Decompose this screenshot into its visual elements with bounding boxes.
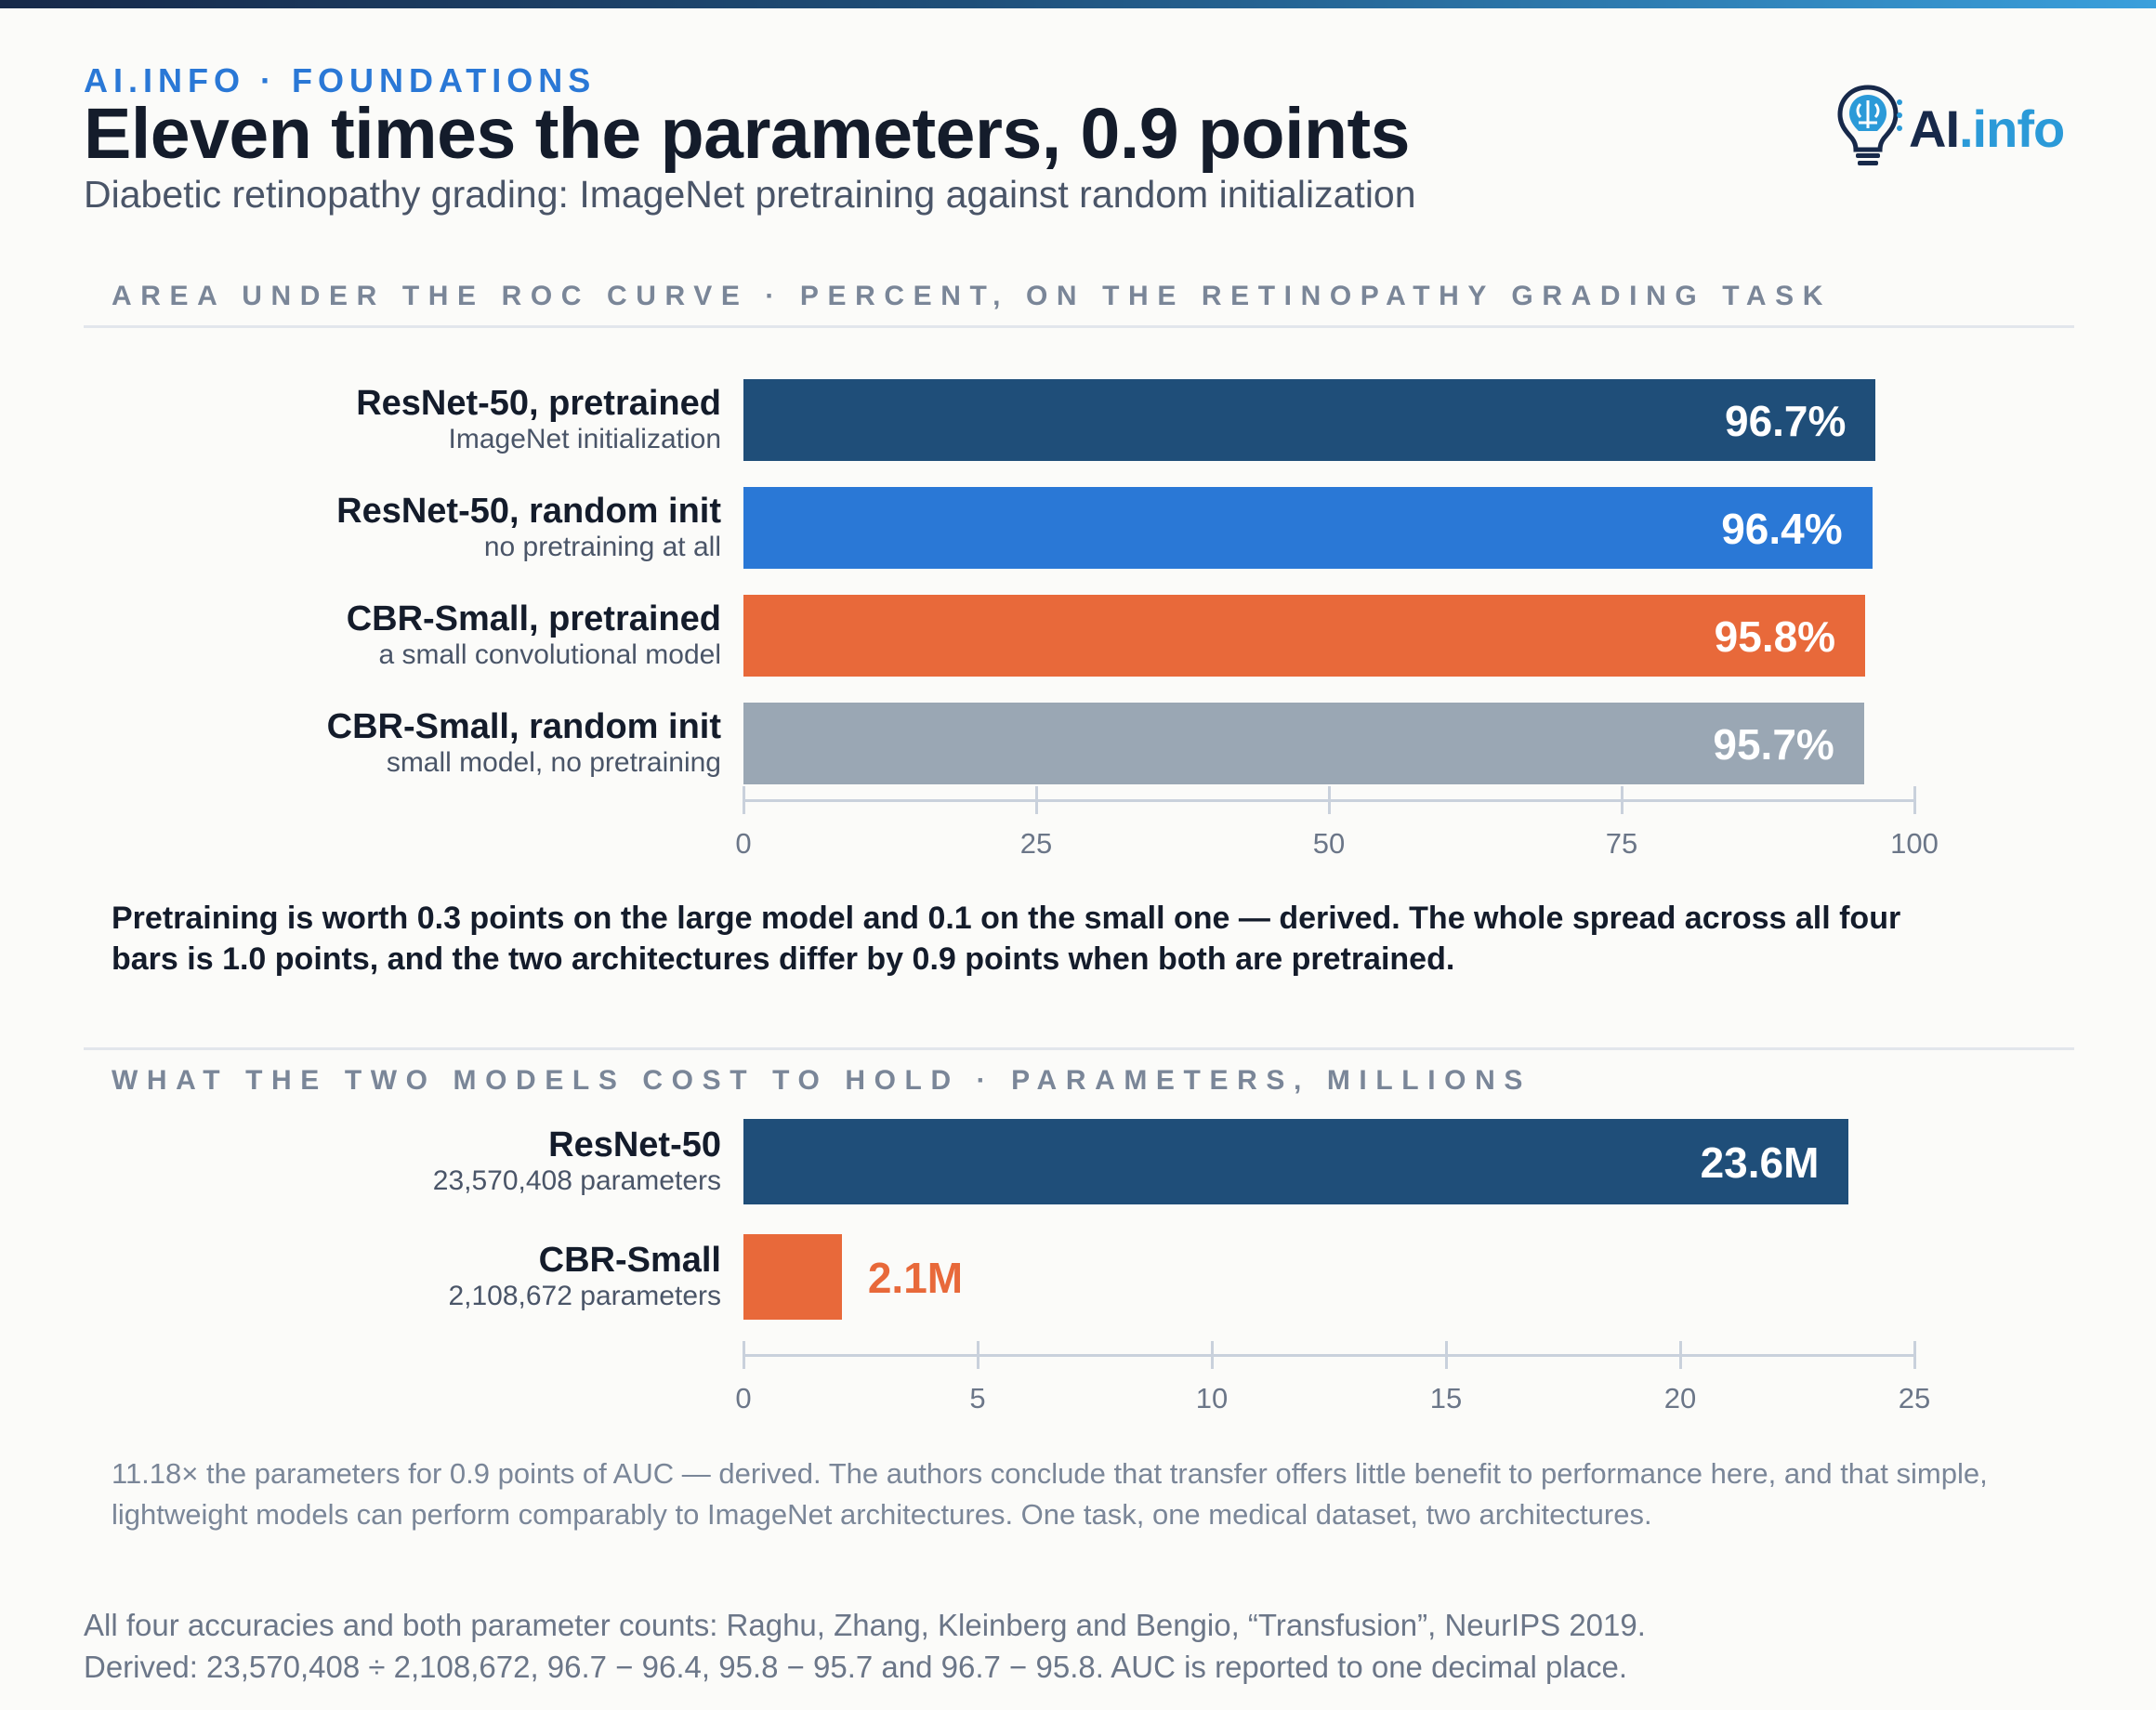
x-axis-tick-label: 15 [1429,1382,1463,1414]
bar [743,703,1864,784]
params-chart-title: WHAT THE TWO MODELS COST TO HOLD · PARAM… [112,1065,1532,1096]
x-axis-tick [977,1341,979,1369]
bar-sublabel: a small convolutional model [378,639,721,670]
page-subtitle: Diabetic retinopathy grading: ImageNet p… [84,173,1416,216]
bar-sublabel: small model, no pretraining [386,747,721,778]
takeaway-text: Pretraining is worth 0.3 points on the l… [112,901,1901,977]
bar-label: ResNet-50, random init no pretraining at … [336,491,721,563]
bar-category: CBR-Small, random init [326,707,721,746]
top-accent-bar [0,0,2156,8]
bar [743,1234,842,1320]
x-axis-tick [1621,786,1624,814]
bar-value-label: 96.4% [1721,505,1843,553]
x-axis-tick-label: 75 [1605,827,1638,860]
bar-category: CBR-Small, pretrained [346,599,721,638]
ai-info-logo: AI.info [1833,82,2074,171]
bar-sublabel: 2,108,672 parameters [448,1281,721,1311]
bar-value-label: 96.7% [1724,397,1847,445]
x-axis-tick [743,786,745,814]
x-axis-tick-label: 100 [1890,827,1939,860]
auc-chart-title: AREA UNDER THE ROC CURVE · PERCENT, ON T… [112,281,1833,311]
x-axis-tick-label: 5 [969,1382,986,1414]
x-axis-tick-label: 10 [1195,1382,1229,1414]
logo-text-ai: AI [1909,99,1960,158]
bar [743,595,1866,677]
bar-category: ResNet-50, random init [336,492,721,531]
bar-value-label: 95.7% [1713,720,1834,769]
source-citation: All four accuracies and both parameter c… [84,1604,2035,1688]
bar-value-label: 2.1M [867,1254,964,1302]
bar-value-label: 23.6M [1700,1138,1820,1187]
bar [743,487,1873,569]
x-axis [743,1354,1914,1357]
bar-sublabel: 23,570,408 parameters [432,1165,721,1196]
source-line-1: All four accuracies and both parameter c… [84,1608,1646,1642]
bar [743,1119,1849,1204]
footnote-text: 11.18× the parameters for 0.9 points of … [112,1457,1988,1531]
bar-sublabel: ImageNet initialization [448,424,721,454]
lightbulb-brain-icon [1837,85,1902,165]
x-axis-tick [1035,786,1038,814]
x-axis-tick-label: 25 [1898,1382,1931,1414]
bar-category: CBR-Small [538,1241,721,1280]
bar-label: ResNet-50 23,570,408 parameters [433,1125,721,1197]
x-axis-tick [1211,1341,1214,1369]
section-divider [84,1047,2074,1050]
logo-text-info: .info [1959,99,2065,158]
x-axis-tick [1328,786,1331,814]
bar-sublabel: no pretraining at all [483,532,721,562]
bar-label: ResNet-50, pretrained ImageNet initializa… [356,383,721,455]
x-axis-tick-label: 20 [1663,1382,1697,1414]
x-axis-tick-label: 0 [735,1382,752,1414]
bar-category: ResNet-50, pretrained [356,384,721,423]
source-line-2: Derived: 23,570,408 ÷ 2,108,672, 96.7 − … [84,1650,1628,1684]
bar-label: CBR-Small, pretrained a small convolution… [347,598,721,671]
x-axis-tick-label: 25 [1019,827,1053,860]
x-axis-tick-label: 0 [735,827,752,860]
bar-label: CBR-Small 2,108,672 parameters [448,1240,721,1312]
section-divider [84,325,2074,328]
bar [743,379,1876,461]
x-axis-tick [1913,1341,1916,1369]
bar-value-label: 95.8% [1714,612,1836,661]
x-axis-tick [1445,1341,1448,1369]
bar-category: ResNet-50 [548,1125,721,1164]
page-title: Eleven times the parameters, 0.9 points [84,94,1410,174]
x-axis-tick [1679,1341,1682,1369]
x-axis-tick-label: 50 [1312,827,1346,860]
x-axis-tick [1913,786,1916,814]
kicker: AI.INFO · FOUNDATIONS [84,61,597,99]
bar-label: CBR-Small, random init small model, no pr… [327,706,721,779]
x-axis-tick [743,1341,745,1369]
